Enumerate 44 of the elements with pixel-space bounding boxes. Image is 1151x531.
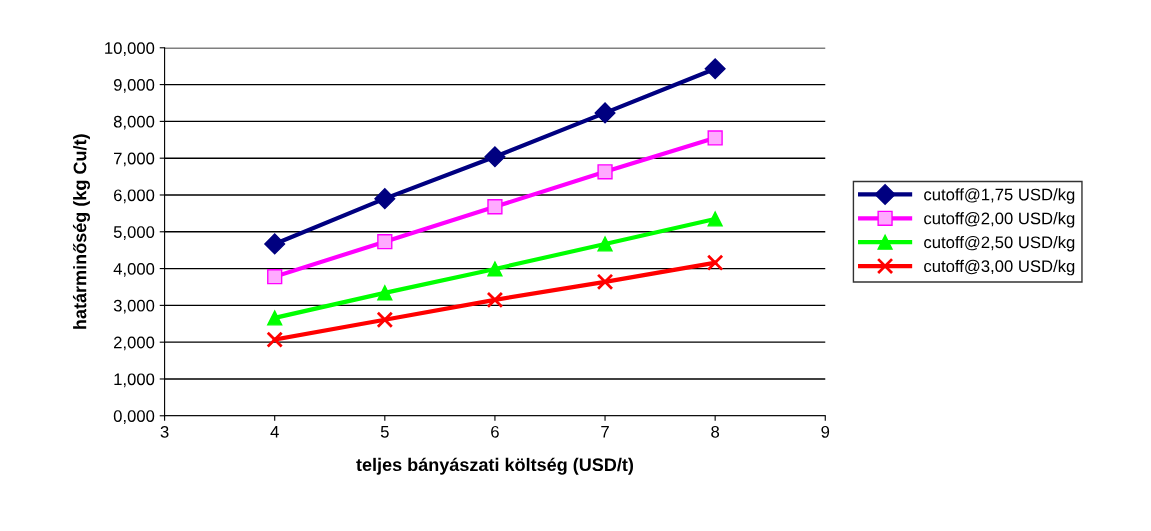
- y-tick-label: 7,000: [114, 152, 155, 167]
- x-tick-label: 4: [270, 426, 279, 438]
- point: [267, 269, 283, 285]
- y-tick-label: 5,000: [113, 226, 155, 240]
- point: [264, 233, 286, 255]
- point: [707, 211, 723, 227]
- point: [487, 261, 503, 277]
- legend-label: cutoff@3,00 USD/kg: [924, 259, 1075, 276]
- point: [377, 234, 393, 250]
- legend-label: cutoff@2,50 USD/kg: [924, 235, 1075, 252]
- y-tick-label: 9,000: [113, 78, 155, 93]
- point: [487, 199, 503, 215]
- point: [486, 291, 504, 309]
- x-tick-label: 9: [821, 425, 830, 438]
- point: [376, 311, 394, 329]
- y-tick-label: 8,000: [113, 115, 155, 130]
- x-tick-label: 3: [160, 425, 169, 438]
- x-tick-label: 7: [601, 426, 609, 438]
- point: [594, 102, 616, 124]
- legend-label: cutoff@1,75 USD/kg: [924, 188, 1075, 204]
- x-tick-label: 5: [380, 426, 389, 438]
- point: [704, 58, 726, 80]
- point: [377, 285, 393, 301]
- x-axis-title: teljes bányászati költség (USD/t): [356, 457, 634, 475]
- y-tick-label: 4,000: [113, 262, 155, 277]
- point: [706, 254, 724, 272]
- x-tick-label: 6: [491, 425, 499, 438]
- point: [374, 188, 396, 210]
- y-tick-label: 3,000: [113, 299, 155, 314]
- point: [707, 130, 723, 146]
- point: [596, 273, 614, 291]
- y-axis-title: határminőség (kg Cu/t): [72, 134, 91, 329]
- y-tick-label: 6,000: [114, 189, 155, 204]
- y-tick-label: 1,000: [114, 373, 155, 388]
- point: [484, 146, 506, 168]
- point: [597, 236, 613, 252]
- y-tick-label: 0,000: [113, 410, 155, 424]
- legend-label: cutoff@2,00 USD/kg: [924, 212, 1075, 228]
- point: [597, 164, 613, 180]
- point: [267, 310, 283, 326]
- x-tick-label: 8: [711, 425, 720, 438]
- y-tick-label: 10,000: [105, 42, 155, 56]
- y-tick-label: 2,000: [114, 336, 155, 351]
- point: [266, 331, 284, 348]
